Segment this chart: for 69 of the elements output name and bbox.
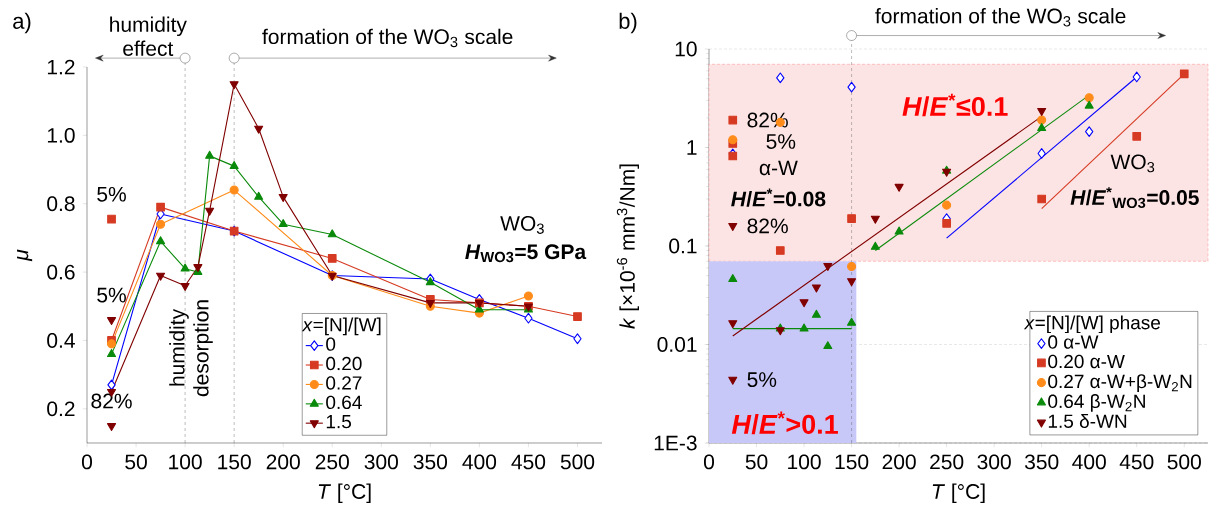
- text: humidity effect: [110, 16, 187, 56]
- annotation: 82%: [747, 218, 788, 234]
- x-tick-label: 350: [413, 454, 448, 470]
- legend-label: 0.64 β-W$_{2}$N: [1048, 394, 1145, 412]
- band-label: H/E$^{*}$≤0.1: [902, 93, 1008, 117]
- y-tick-label: 0.01: [657, 337, 697, 352]
- x-tick-label: 0: [81, 454, 93, 470]
- annotation: H$_{WO3}$=5 GPa: [465, 244, 587, 263]
- x-tick-label: 50: [125, 454, 147, 470]
- annotation: 82%: [91, 393, 132, 409]
- legend-label: 0.64: [326, 395, 362, 410]
- x-tick-label: 0: [703, 454, 715, 470]
- legend-label: 1.5: [326, 415, 352, 429]
- x-tick-label: 400: [462, 454, 497, 470]
- x-axis-title: T [°C]: [932, 483, 985, 504]
- x-tick-label: 500: [1167, 454, 1201, 470]
- y-tick-label: 0.1: [669, 238, 697, 254]
- x-tick-label: 150: [835, 454, 869, 470]
- y-tick-label: 1.0: [47, 127, 75, 143]
- legend-label: 0.27 α-W+β-W$_{2}$N: [1048, 374, 1192, 392]
- annotation: α-W: [759, 160, 798, 176]
- x-tick-label: 450: [511, 454, 546, 470]
- chart-title: b): [619, 12, 637, 34]
- x-tick-label: 100: [169, 454, 202, 470]
- annotation: WO$_{3}$: [1110, 154, 1155, 173]
- annotation: WO$_{3}$: [500, 215, 544, 234]
- x-tick-label: 350: [1024, 454, 1059, 470]
- y-tick-label: 0.2: [47, 401, 75, 417]
- x-tick-label: 50: [745, 454, 768, 470]
- x-tick-label: 200: [266, 454, 300, 470]
- x-tick-label: 500: [560, 454, 595, 470]
- legend-label: 0.20 α-W: [1048, 354, 1125, 369]
- annotation: 5%: [97, 287, 126, 303]
- x-tick-label: 250: [930, 454, 964, 470]
- x-axis-title: T [°C]: [318, 483, 371, 504]
- annotation: H/E$^{*}$$_{WO3}$=0.05: [1070, 187, 1199, 209]
- x-tick-label: 250: [315, 454, 349, 470]
- x-tick-label: 100: [788, 454, 821, 470]
- x-tick-label: 300: [977, 454, 1011, 470]
- annotation: 5%: [766, 134, 796, 149]
- annotation: 5%: [97, 186, 126, 202]
- y-tick-label: 10: [675, 41, 697, 57]
- chart-title: a): [13, 12, 31, 34]
- y-tick-label: 0.6: [47, 264, 75, 280]
- x-tick-label: 150: [218, 454, 251, 470]
- y-tick-label: 1: [687, 140, 697, 155]
- legend-title: x=[N]/[W]: [301, 317, 381, 336]
- text: formation of the WO$_{3}$ scale: [875, 8, 1126, 27]
- y-tick-label: 0.8: [47, 196, 75, 212]
- legend-label: 0: [326, 337, 336, 351]
- y-tick-label: 1E-3: [654, 435, 697, 451]
- y-axis-title: μ: [17, 249, 33, 262]
- y-tick-label: 0.4: [47, 333, 75, 348]
- annotation: humidity desorption: [169, 300, 213, 397]
- x-tick-label: 300: [364, 454, 398, 470]
- legend-label: 1.5 δ-WN: [1048, 414, 1127, 428]
- legend-label: 0 α-W: [1048, 335, 1099, 349]
- x-tick-label: 400: [1072, 454, 1106, 470]
- text: formation of the WO$_{3}$ scale: [262, 28, 513, 48]
- x-tick-label: 450: [1119, 454, 1154, 470]
- legend-label: 0.20: [326, 356, 362, 371]
- legend-label: 0.27: [326, 376, 362, 390]
- x-tick-label: 200: [882, 454, 916, 470]
- annotation: H/E$^{*}$=0.08: [731, 188, 826, 207]
- y-axis-title: k [×10$^{-6}$ mm$^{3}$/Nm]: [616, 164, 639, 329]
- annotation: 5%: [747, 372, 777, 388]
- y-tick-label: 1.2: [47, 59, 75, 75]
- legend-title: x=[N]/[W] phase: [1023, 315, 1161, 334]
- band-label: H/E$^{*}$>0.1: [731, 411, 838, 435]
